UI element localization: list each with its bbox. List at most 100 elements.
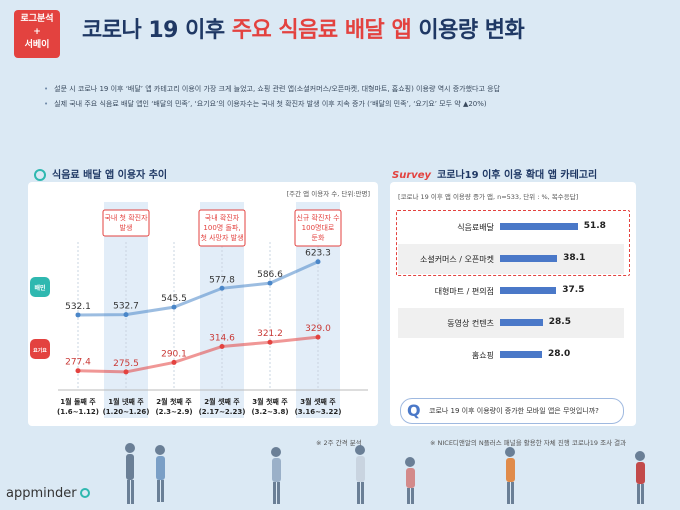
bar-category-label: 동영상 컨텐츠 xyxy=(447,319,494,328)
data-label: 314.6 xyxy=(209,334,235,344)
bar xyxy=(500,319,543,326)
data-label: 623.3 xyxy=(305,249,331,259)
annotation-text: 100명대로 xyxy=(302,223,335,232)
yogiyo-icon xyxy=(30,339,50,359)
data-point xyxy=(171,359,177,365)
left-panel-title: 식음료 배달 앱 이용자 추이 xyxy=(34,166,167,181)
series-line xyxy=(77,260,319,317)
bullet-1: 설문 시 코로나 19 이후 ‘배달’ 앱 카테고리 이용이 가장 크게 늘었고… xyxy=(44,82,500,97)
data-point xyxy=(315,334,321,340)
bar-row: 동영상 컨텐츠 28.5 xyxy=(398,308,624,338)
data-label: 532.1 xyxy=(65,302,91,312)
data-label: 329.0 xyxy=(305,324,331,334)
baemin-icon-label: 배민 xyxy=(34,284,46,292)
logo-survey-badge: 로그분석 + 서베이 xyxy=(14,10,60,58)
annotation-text: 국내 확진자 xyxy=(205,213,240,222)
data-label: 545.5 xyxy=(161,294,187,304)
data-point xyxy=(75,312,81,318)
x-tick-label: 2월 첫째 주 xyxy=(156,397,192,406)
x-tick-sublabel: (1.20~1.26) xyxy=(103,408,150,416)
bar-value-label: 37.5 xyxy=(562,285,585,295)
annotation-box xyxy=(294,209,342,247)
q-icon: Q xyxy=(407,401,421,420)
data-point xyxy=(75,368,81,374)
appminder-logo: appminder xyxy=(6,486,90,501)
x-tick-sublabel: (2.17~2.23) xyxy=(199,408,246,416)
badge-line2: + xyxy=(33,27,41,37)
page-title: 코로나 19 이후 주요 식음료 배달 앱 이용량 변화 xyxy=(82,18,525,43)
baemin-icon xyxy=(30,277,50,297)
badge-line3: 서베이 xyxy=(24,40,50,50)
people-illustration xyxy=(125,443,645,504)
data-point xyxy=(267,339,273,345)
data-label: 275.5 xyxy=(113,359,139,369)
data-point xyxy=(267,280,273,286)
bar-category-label: 대형마트 / 편의점 xyxy=(434,287,494,296)
bar xyxy=(500,255,558,262)
badge-line1: 로그분석 xyxy=(20,14,54,24)
data-point xyxy=(315,259,321,265)
data-label: 277.4 xyxy=(65,358,91,368)
bar xyxy=(500,351,542,358)
x-tick-label: 1월 넷째 주 xyxy=(108,397,144,406)
bar-value-label: 51.8 xyxy=(583,221,606,231)
data-label: 532.7 xyxy=(113,302,139,312)
bar-category-label: 소셜커머스 / 오픈마켓 xyxy=(419,255,494,264)
bar-row: 소셜커머스 / 오픈마켓 38.1 xyxy=(398,244,624,274)
x-tick-sublabel: (3.16~3.22) xyxy=(295,408,342,416)
x-tick-label: 3월 셋째 주 xyxy=(300,397,336,406)
x-tick-label: 1월 둘째 주 xyxy=(60,397,96,406)
right-footnote: ※ NICE디앤알의 N플러스 패널을 활용한 자체 진행 코로나19 조사 결… xyxy=(430,439,627,447)
data-label: 586.6 xyxy=(257,270,283,280)
annotation-text: 첫 사망자 발생 xyxy=(200,233,243,242)
bar-value-label: 28.0 xyxy=(548,349,571,359)
annotation-text: 국내 첫 확진자 xyxy=(104,213,148,222)
annotation-text: 100명 돌파, xyxy=(203,223,240,232)
bar-value-label: 38.1 xyxy=(563,253,586,263)
right-panel-title: Survey 코로나19 이후 이용 확대 앱 카테고리 xyxy=(392,170,598,181)
q-logo-icon xyxy=(79,488,90,498)
annotation-text: 발생 xyxy=(120,223,133,232)
x-tick-sublabel: (3.2~3.8) xyxy=(251,408,288,416)
x-tick-label: 2월 셋째 주 xyxy=(204,397,240,406)
data-point xyxy=(219,344,225,350)
bar xyxy=(500,223,578,230)
data-point xyxy=(123,312,129,318)
survey-question: Q 코로나 19 이후 이용량이 증가한 모바일 앱은 무엇입니까? xyxy=(400,398,624,424)
annotation-box xyxy=(198,209,246,247)
bar xyxy=(500,287,557,294)
highlight-box xyxy=(396,210,630,276)
person-icon xyxy=(125,443,645,504)
line-chart-panel: [주간 앱 이용자 수, 단위:만명] 국내 첫 확진자 발생 국내 확진자 100명… xyxy=(28,182,378,426)
bar-value-label: 28.5 xyxy=(548,317,571,327)
summary-bullets: 설문 시 코로나 19 이후 ‘배달’ 앱 카테고리 이용이 가장 크게 늘었고… xyxy=(44,82,500,112)
survey-logo: Survey xyxy=(392,170,432,181)
x-tick-label: 3월 첫째 주 xyxy=(252,397,288,406)
left-footnote: ※ 2주 간격 분석 xyxy=(316,439,362,447)
data-point xyxy=(219,285,225,291)
data-label: 290.1 xyxy=(161,349,187,359)
bar-chart-unit: [코로나 19 이후 앱 이용량 증가 앱, n=533, 단위 : %, 복수… xyxy=(398,193,579,201)
bar-row: 홈쇼핑 28.0 xyxy=(398,340,624,370)
search-q-icon xyxy=(34,169,46,181)
data-point xyxy=(123,369,129,375)
x-tick-sublabel: (2.3~2.9) xyxy=(155,408,192,416)
bar-category-label: 식음료배달 xyxy=(457,223,494,232)
bar-row: 식음료배달 51.8 xyxy=(398,212,624,242)
line-chart-unit: [주간 앱 이용자 수, 단위:만명] xyxy=(286,190,370,198)
annotation-text: 신규 확진자 수 xyxy=(296,213,340,222)
series-line xyxy=(77,335,319,374)
yogiyo-icon-label: 요기요 xyxy=(33,347,47,354)
x-tick-sublabel: (1.6~1.12) xyxy=(57,408,99,416)
bar-chart-panel: [코로나 19 이후 앱 이용량 증가 앱, n=533, 단위 : %, 복수… xyxy=(390,182,636,426)
data-point xyxy=(171,304,177,310)
data-label: 577.8 xyxy=(209,275,235,285)
bullet-2: 실제 국내 주요 식음료 배달 앱인 ‘배달의 민족’, ‘요기요’의 이용자수… xyxy=(44,97,500,112)
annotation-box xyxy=(102,209,150,237)
bar-category-label: 홈쇼핑 xyxy=(471,351,494,360)
annotation-text: 둔화 xyxy=(312,234,325,242)
question-text: 코로나 19 이후 이용량이 증가한 모바일 앱은 무엇입니까? xyxy=(429,407,599,415)
data-label: 321.2 xyxy=(257,329,283,339)
bar-row: 대형마트 / 편의점 37.5 xyxy=(398,276,624,306)
